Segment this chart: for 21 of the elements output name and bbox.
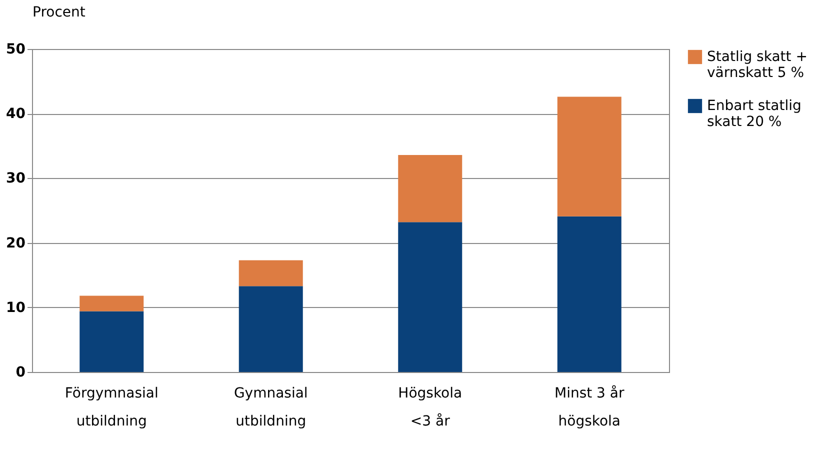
bar: [238, 286, 303, 372]
y-tick-label: 20: [6, 235, 26, 252]
y-tick-label: 10: [6, 300, 26, 316]
y-tick-label: 40: [6, 106, 26, 122]
bar: [398, 154, 462, 222]
bar: [238, 260, 303, 286]
bar: [80, 296, 144, 312]
legend-label: Enbart statlig skatt 20 %: [707, 98, 802, 130]
bar: [398, 222, 462, 372]
legend-label: Statlig skatt + värnskatt 5 %: [707, 49, 808, 81]
x-tick-label: Förgymnasial utbildning: [64, 386, 158, 430]
y-tick-label: 0: [16, 364, 26, 380]
y-tick-label: 50: [6, 42, 26, 58]
y-axis-title: Procent: [32, 4, 86, 20]
x-tick-label: Gymnasial utbildning: [234, 386, 308, 430]
bar: [80, 311, 144, 372]
bar: [557, 96, 622, 216]
y-tick-label: 30: [6, 170, 26, 187]
x-tick-label: Minst 3 år högskola: [554, 384, 624, 430]
x-tick-label: Högskola <3 år: [398, 386, 462, 430]
bar: [557, 216, 622, 372]
